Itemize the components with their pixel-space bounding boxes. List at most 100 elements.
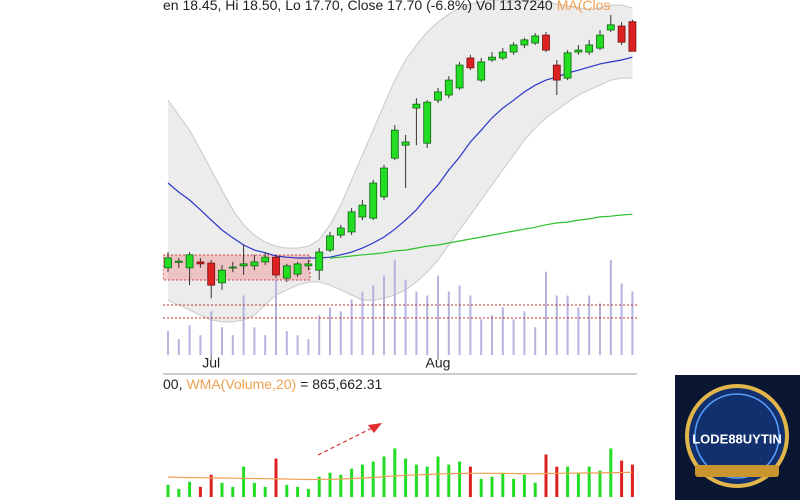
candle-body	[563, 52, 572, 79]
candle-body	[444, 79, 453, 96]
volume-bar	[339, 474, 343, 497]
volume-overlay-bar	[285, 331, 288, 355]
volume-bar	[285, 484, 289, 497]
candle-body	[434, 91, 442, 101]
logo-ribbon	[695, 465, 779, 477]
volume-overlay-bar	[264, 335, 267, 355]
candle-body	[174, 260, 183, 263]
volume-bar	[220, 482, 224, 497]
volume-overlay-bar	[437, 275, 439, 355]
volume-bar	[306, 488, 310, 497]
candle-body	[304, 263, 313, 267]
volume-bar	[166, 484, 170, 497]
volume-overlay-bar	[534, 327, 537, 355]
volume-overlay-bar	[372, 285, 375, 355]
candle-body	[628, 21, 637, 52]
volume-overlay-bar	[501, 307, 504, 355]
volume-overlay-bar	[577, 307, 580, 355]
candle-body	[347, 211, 356, 233]
volume-overlay-bar	[555, 295, 558, 355]
band-area	[168, 0, 633, 322]
candle-body	[228, 266, 237, 269]
x-tick-label: Jul	[202, 355, 220, 371]
volume-bar	[360, 464, 364, 497]
candle-body	[185, 254, 194, 269]
volume-bar	[242, 466, 246, 497]
volume-overlay-bar	[588, 295, 591, 355]
volume-panel	[166, 448, 634, 497]
candle-body	[250, 261, 259, 267]
header: en 18.45, Hi 18.50, Lo 17.70, Close 17.7…	[163, 0, 610, 13]
volume-overlay-bar	[339, 311, 342, 355]
candle-body	[207, 262, 216, 286]
volume-overlay-bar	[275, 279, 277, 355]
volume-overlay-bar	[361, 291, 364, 355]
band-lower	[167, 77, 633, 323]
volume-label-value: = 865,662.31	[300, 376, 382, 392]
candle-body	[423, 101, 432, 144]
volume-overlay-bar	[199, 335, 202, 355]
volume-bar	[544, 454, 548, 497]
volume-bar	[587, 466, 591, 497]
volume-bar	[425, 466, 429, 497]
logo-text: LODE88UYTIN	[692, 431, 782, 446]
volume-bar	[231, 486, 235, 497]
price-panel	[163, 0, 637, 355]
header-ohlc: en 18.45, Hi 18.50, Lo 17.70, Close 17.7…	[163, 0, 553, 13]
volume-bar	[198, 486, 202, 497]
volume-overlay-bar	[383, 275, 385, 355]
candle-body	[542, 34, 550, 51]
logo: LODE88UYTIN	[675, 375, 800, 500]
candle-body	[164, 257, 172, 269]
wma-line	[167, 471, 633, 481]
volume-bar	[263, 486, 267, 497]
volume-overlay-bar	[242, 295, 245, 355]
volume-bar	[296, 486, 300, 497]
volume-bar	[209, 474, 213, 497]
volume-bar	[468, 466, 472, 497]
volume-overlay-bar	[480, 319, 483, 355]
candle-body	[390, 129, 399, 159]
volume-overlay-bar	[415, 291, 418, 355]
candle-body	[336, 227, 345, 236]
volume-overlay-bar	[491, 315, 493, 355]
header-ma: MA(Clos	[557, 0, 611, 13]
volume-overlay-bar	[631, 291, 634, 355]
volume-label-ma: WMA(Volume,20)	[186, 376, 296, 392]
candle-body	[369, 182, 378, 219]
volume-bar	[328, 472, 332, 497]
volume-bar	[555, 466, 559, 497]
trend-arrow	[317, 427, 373, 456]
volume-bar	[490, 476, 494, 497]
volume-overlay-bar	[545, 271, 547, 355]
volume-overlay-bar	[447, 291, 450, 355]
volume-overlay-bar	[188, 325, 191, 355]
band-upper	[167, 0, 633, 249]
volume-bar	[436, 456, 440, 497]
volume-bar	[252, 482, 256, 497]
candle-body	[293, 263, 302, 275]
logo-ring	[685, 384, 789, 488]
candle-body	[617, 25, 626, 43]
volume-bar	[598, 470, 602, 497]
volume-bar	[533, 482, 537, 497]
volume-overlay-bar	[523, 311, 526, 355]
candle-body	[358, 204, 367, 218]
volume-overlay-bar	[221, 327, 223, 355]
volume-overlay-bar	[318, 315, 321, 355]
volume-label: 00, WMA(Volume,20) = 865,662.31	[163, 376, 383, 392]
volume-overlay-bar	[210, 311, 213, 355]
candle-body	[401, 141, 410, 146]
volume-label-prefix: 00,	[163, 376, 182, 392]
volume-bar	[371, 461, 375, 497]
volume-bar	[317, 476, 321, 497]
volume-bar	[501, 472, 505, 497]
volume-bar	[188, 481, 192, 497]
volume-overlay-bar	[393, 259, 396, 355]
volume-bar	[576, 472, 580, 497]
volume-overlay-bar	[599, 303, 601, 355]
volume-bar	[447, 464, 451, 497]
volume-bar	[620, 460, 624, 497]
volume-bar	[393, 448, 397, 497]
candle-body	[455, 64, 464, 89]
